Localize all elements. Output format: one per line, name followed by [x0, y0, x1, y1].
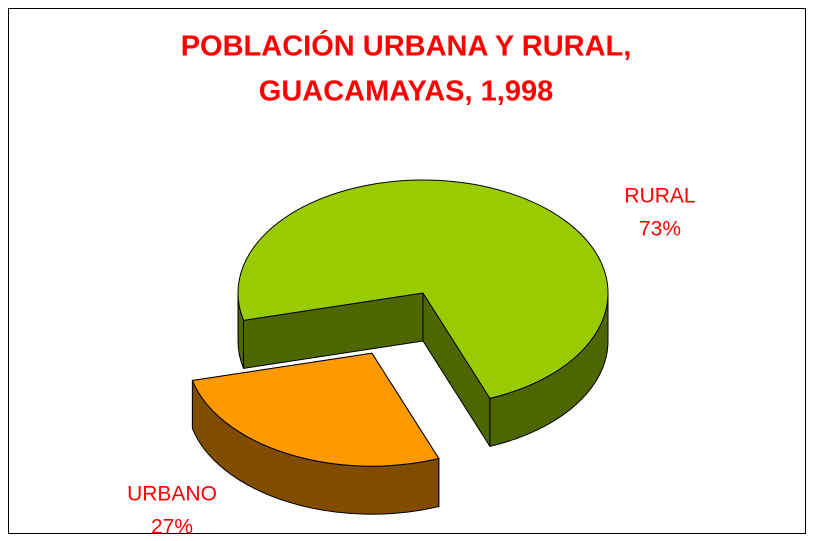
value-label: 73%	[639, 218, 681, 241]
slice-label: URBANO	[127, 483, 217, 506]
value-label: 27%	[151, 516, 193, 539]
pie-slice	[191, 352, 440, 467]
slice-label: RURAL	[624, 185, 695, 208]
pie-slice	[237, 179, 609, 399]
chart-title: POBLACIÓN URBANA Y RURAL,	[181, 29, 632, 63]
chart-title: GUACAMAYAS, 1,998	[259, 76, 553, 108]
